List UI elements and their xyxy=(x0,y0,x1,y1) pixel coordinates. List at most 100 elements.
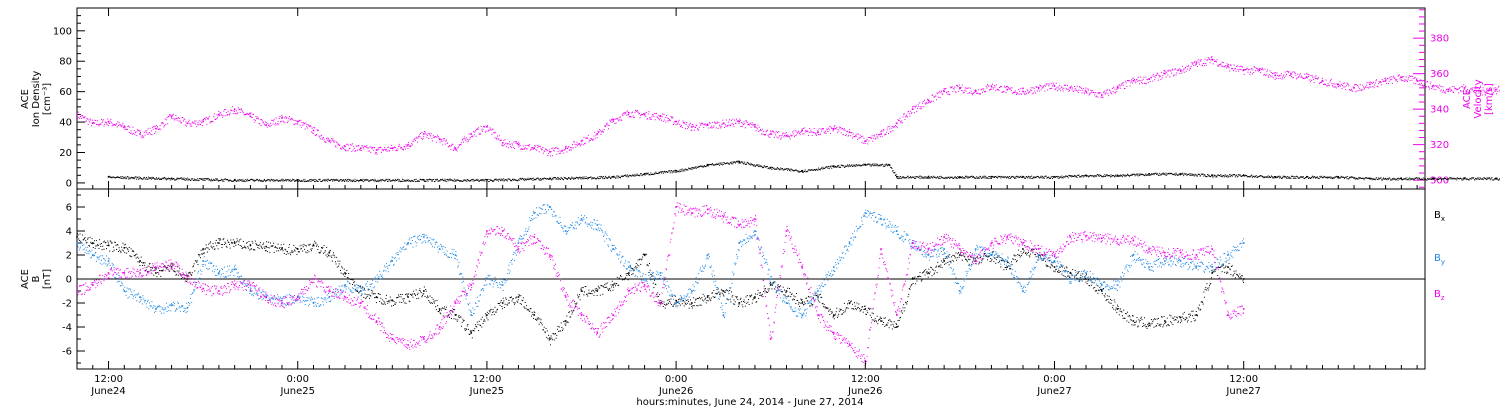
data-point xyxy=(123,126,126,128)
ion-density-axis-label: ACEIon Density[cm⁻³] xyxy=(20,71,53,128)
data-point xyxy=(864,212,867,214)
axis-label-line: ACE xyxy=(20,89,31,109)
data-point xyxy=(233,108,236,110)
y-tick-label: 40 xyxy=(59,118,72,129)
data-point xyxy=(281,302,283,304)
x-tick-label-date: June26 xyxy=(658,386,694,397)
data-point xyxy=(769,284,772,286)
data-point xyxy=(769,338,772,340)
data-point xyxy=(1242,174,1245,177)
axis-label-line: Ion Density xyxy=(31,71,42,128)
data-point-cloud xyxy=(77,204,1245,319)
data-point xyxy=(1116,308,1119,310)
data-point xyxy=(486,314,488,316)
data-point xyxy=(911,278,914,280)
data-point xyxy=(738,120,740,123)
x-tick-label-time: 12:00 xyxy=(1229,374,1258,385)
data-point xyxy=(1085,278,1087,280)
data-point xyxy=(596,290,599,292)
data-point xyxy=(801,129,804,132)
data-point xyxy=(832,127,835,130)
data-point xyxy=(1164,260,1166,262)
data-point xyxy=(1211,272,1213,274)
data-point xyxy=(1211,58,1213,61)
data-point xyxy=(564,320,567,322)
axis-label-line: ACE xyxy=(20,269,31,289)
y-tick-label: 0 xyxy=(66,178,72,189)
data-point xyxy=(785,290,788,292)
data-point xyxy=(249,284,252,286)
x-tick-label-time: 0:00 xyxy=(665,374,687,385)
x-tick-label-date: June26 xyxy=(847,386,883,397)
data-point xyxy=(1069,272,1072,274)
velocity-axis: 300 320 340 360 380 xyxy=(1413,9,1449,188)
data-point xyxy=(1179,69,1182,71)
data-point xyxy=(265,296,267,298)
data-point xyxy=(580,140,583,142)
data-point xyxy=(1132,254,1135,256)
data-point xyxy=(691,302,693,304)
data-point xyxy=(769,278,772,280)
data-point xyxy=(1116,284,1119,286)
data-point xyxy=(880,248,882,250)
data-point xyxy=(76,242,78,244)
data-point xyxy=(564,230,567,232)
data-point xyxy=(864,359,867,362)
data-point xyxy=(423,236,425,238)
y-tick-label: -2 xyxy=(62,299,72,310)
data-point xyxy=(1495,88,1497,91)
data-point xyxy=(359,302,362,304)
data-point xyxy=(107,176,110,178)
data-point xyxy=(1006,236,1008,238)
data-point xyxy=(391,260,394,262)
data-point xyxy=(1053,260,1056,262)
data-point xyxy=(296,296,299,298)
data-point xyxy=(880,218,882,220)
data-point xyxy=(375,149,378,151)
data-point xyxy=(1100,237,1103,239)
data-point xyxy=(896,314,898,316)
data-point xyxy=(659,302,662,304)
data-point xyxy=(549,338,551,340)
x-tick-label-date: June25 xyxy=(469,386,505,397)
data-point xyxy=(1116,238,1119,241)
y-tick-label: 0 xyxy=(66,275,72,286)
data-point xyxy=(517,242,520,244)
data-point xyxy=(249,290,252,292)
data-point xyxy=(1164,251,1166,254)
data-point xyxy=(722,215,725,218)
data-point xyxy=(1337,83,1340,86)
data-point xyxy=(990,176,993,178)
data-point xyxy=(801,169,804,172)
data-point xyxy=(170,115,173,118)
data-point xyxy=(1037,254,1040,256)
data-point xyxy=(501,284,504,286)
velocity-axis-label: ACEVelocity[km/s] xyxy=(1462,79,1495,118)
data-point xyxy=(675,302,677,304)
data-point xyxy=(1179,316,1182,319)
y-tick-label: 4 xyxy=(66,227,72,238)
data-point xyxy=(643,284,646,286)
x-tick-label-date: June24 xyxy=(90,386,126,397)
data-point xyxy=(186,278,189,280)
data-point xyxy=(628,272,630,274)
data-point xyxy=(580,290,583,292)
data-point xyxy=(170,266,173,268)
data-point xyxy=(1227,314,1229,316)
data-point xyxy=(927,99,930,102)
axis-label-line: ACE xyxy=(1462,89,1473,109)
x-tick-label-date: June25 xyxy=(279,386,315,397)
data-point xyxy=(375,296,378,298)
data-point xyxy=(596,224,599,226)
y2-tick-label: 320 xyxy=(1430,140,1449,151)
series-0 xyxy=(76,56,1500,157)
data-point xyxy=(501,302,504,304)
data-point-cloud xyxy=(77,56,1500,157)
data-point xyxy=(155,266,157,268)
data-point xyxy=(76,290,78,292)
data-point xyxy=(486,278,488,280)
data-point xyxy=(1006,260,1008,262)
data-point xyxy=(344,296,346,298)
data-point xyxy=(580,218,583,220)
data-point xyxy=(1085,272,1087,274)
